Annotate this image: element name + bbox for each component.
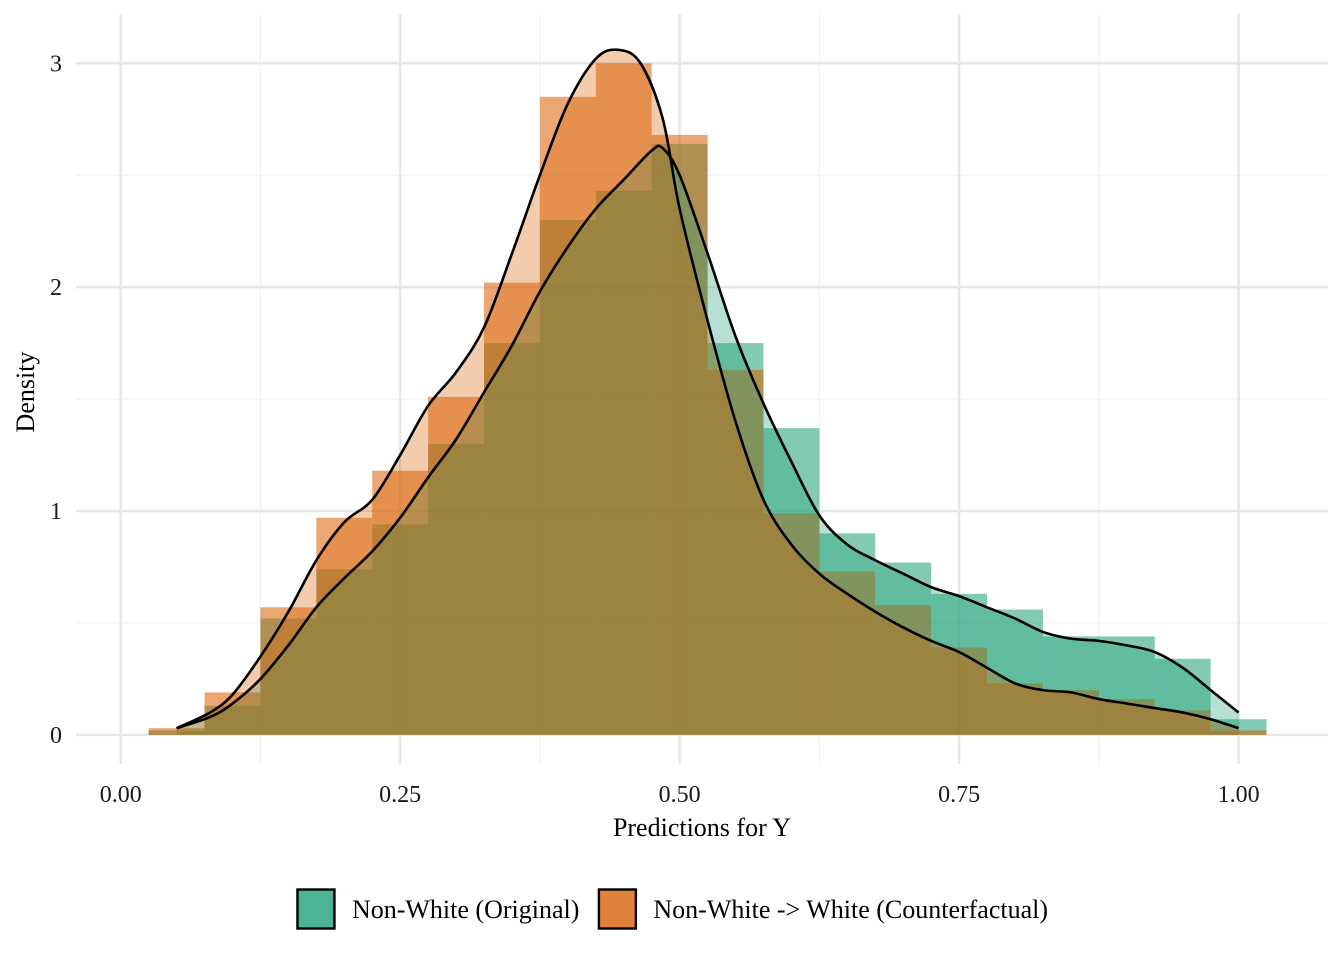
legend-item-2: Non-White -> White (Counterfactual) bbox=[597, 888, 1048, 930]
histogram-bar bbox=[707, 369, 764, 735]
y-tick-label: 3 bbox=[50, 51, 62, 77]
y-tick-label: 1 bbox=[50, 499, 62, 525]
y-axis-title: Density bbox=[11, 352, 40, 433]
legend-label: Non-White (Original) bbox=[352, 895, 579, 924]
x-axis-ticks: 0.00 0.25 0.50 0.75 1.00 bbox=[100, 782, 1260, 808]
histogram-bar bbox=[372, 470, 429, 735]
histogram-bar bbox=[204, 692, 261, 735]
legend-item-1: Non-White (Original) bbox=[295, 888, 579, 930]
legend: Non-White (Original) Non-White -> White (… bbox=[295, 888, 1048, 930]
legend-key bbox=[597, 888, 638, 930]
y-tick-label: 2 bbox=[50, 275, 62, 301]
density-curves bbox=[176, 48, 1240, 735]
legend-label: Non-White -> White (Counterfactual) bbox=[653, 895, 1048, 924]
histogram-bar bbox=[1210, 730, 1267, 735]
histogram-bar bbox=[819, 571, 876, 735]
density-curve-2 bbox=[176, 48, 1239, 730]
x-tick-label: 0.25 bbox=[379, 782, 421, 808]
histogram-bar bbox=[763, 513, 820, 735]
histogram-bar bbox=[316, 517, 373, 735]
histogram-bar bbox=[484, 282, 540, 735]
x-tick-label: 0.00 bbox=[100, 782, 142, 808]
histogram-bars bbox=[148, 63, 1267, 735]
x-axis-title: Predictions for Y bbox=[613, 813, 791, 842]
x-tick-label: 1.00 bbox=[1218, 782, 1260, 808]
histogram-bar bbox=[595, 63, 652, 735]
x-tick-label: 0.75 bbox=[938, 782, 980, 808]
legend-key bbox=[296, 888, 336, 930]
density-curve-1 bbox=[176, 144, 1240, 730]
density-area-1 bbox=[176, 145, 1239, 735]
x-tick-label: 0.50 bbox=[659, 782, 701, 808]
histogram-bar bbox=[1154, 710, 1211, 735]
histogram-bar bbox=[987, 683, 1043, 735]
histogram-bar bbox=[539, 96, 596, 735]
histogram-bar bbox=[1098, 699, 1155, 735]
histogram-bar bbox=[651, 134, 708, 735]
histogram-bar bbox=[428, 396, 485, 735]
y-axis-ticks: 0 1 2 3 bbox=[50, 51, 62, 749]
histogram-bar bbox=[148, 728, 205, 735]
density-area-2 bbox=[176, 49, 1239, 735]
y-tick-label: 0 bbox=[50, 723, 62, 749]
histogram-bar bbox=[260, 607, 317, 735]
